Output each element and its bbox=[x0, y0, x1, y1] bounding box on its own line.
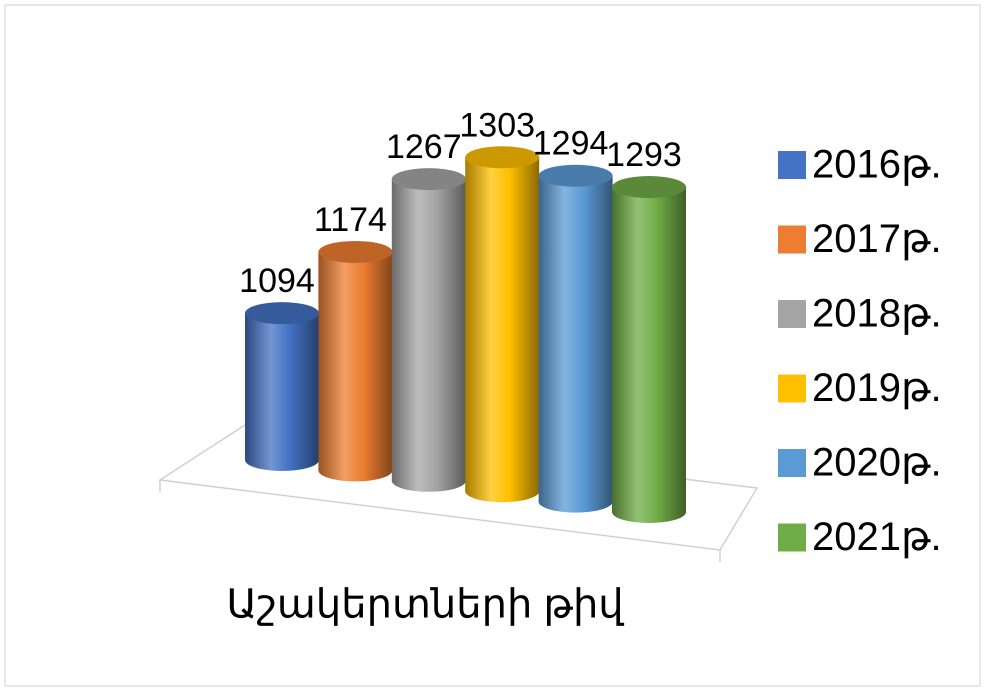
data-label: 1303 bbox=[459, 106, 535, 144]
cylinder-top bbox=[612, 176, 686, 199]
legend-label: 2016թ. bbox=[812, 143, 942, 187]
data-label: 1174 bbox=[314, 201, 387, 239]
legend-swatch bbox=[778, 151, 806, 179]
cylinder-top bbox=[391, 168, 466, 191]
data-label: 1293 bbox=[606, 136, 682, 174]
cylinder-body bbox=[245, 313, 319, 460]
legend-label: 2018թ. bbox=[812, 292, 942, 336]
cylinder-top bbox=[245, 302, 319, 325]
cylinder-top bbox=[538, 164, 613, 187]
legend-label: 2021թ. bbox=[812, 515, 942, 559]
cylinder-top bbox=[318, 240, 393, 263]
cylinder-body bbox=[391, 179, 466, 481]
legend-label: 2020թ. bbox=[812, 441, 942, 485]
cylinder-body bbox=[538, 175, 613, 502]
floor bbox=[157, 424, 759, 551]
legend-label: 2019թ. bbox=[812, 366, 942, 410]
cylinder-body bbox=[612, 187, 686, 512]
data-label: 1267 bbox=[386, 128, 462, 166]
category-label: Աշակերտների թիվ bbox=[226, 583, 624, 627]
cylinder-body bbox=[318, 251, 393, 471]
legend-label: 2017թ. bbox=[812, 217, 942, 261]
legend-swatch bbox=[778, 523, 806, 552]
legend-swatch bbox=[778, 300, 806, 328]
data-label: 1094 bbox=[239, 262, 315, 300]
cylinder-body bbox=[465, 157, 540, 492]
legend-swatch bbox=[778, 374, 806, 403]
legend-swatch bbox=[778, 225, 806, 254]
legend-swatch bbox=[778, 449, 806, 477]
data-label: 1294 bbox=[533, 125, 609, 163]
cylinder-top bbox=[465, 146, 540, 169]
